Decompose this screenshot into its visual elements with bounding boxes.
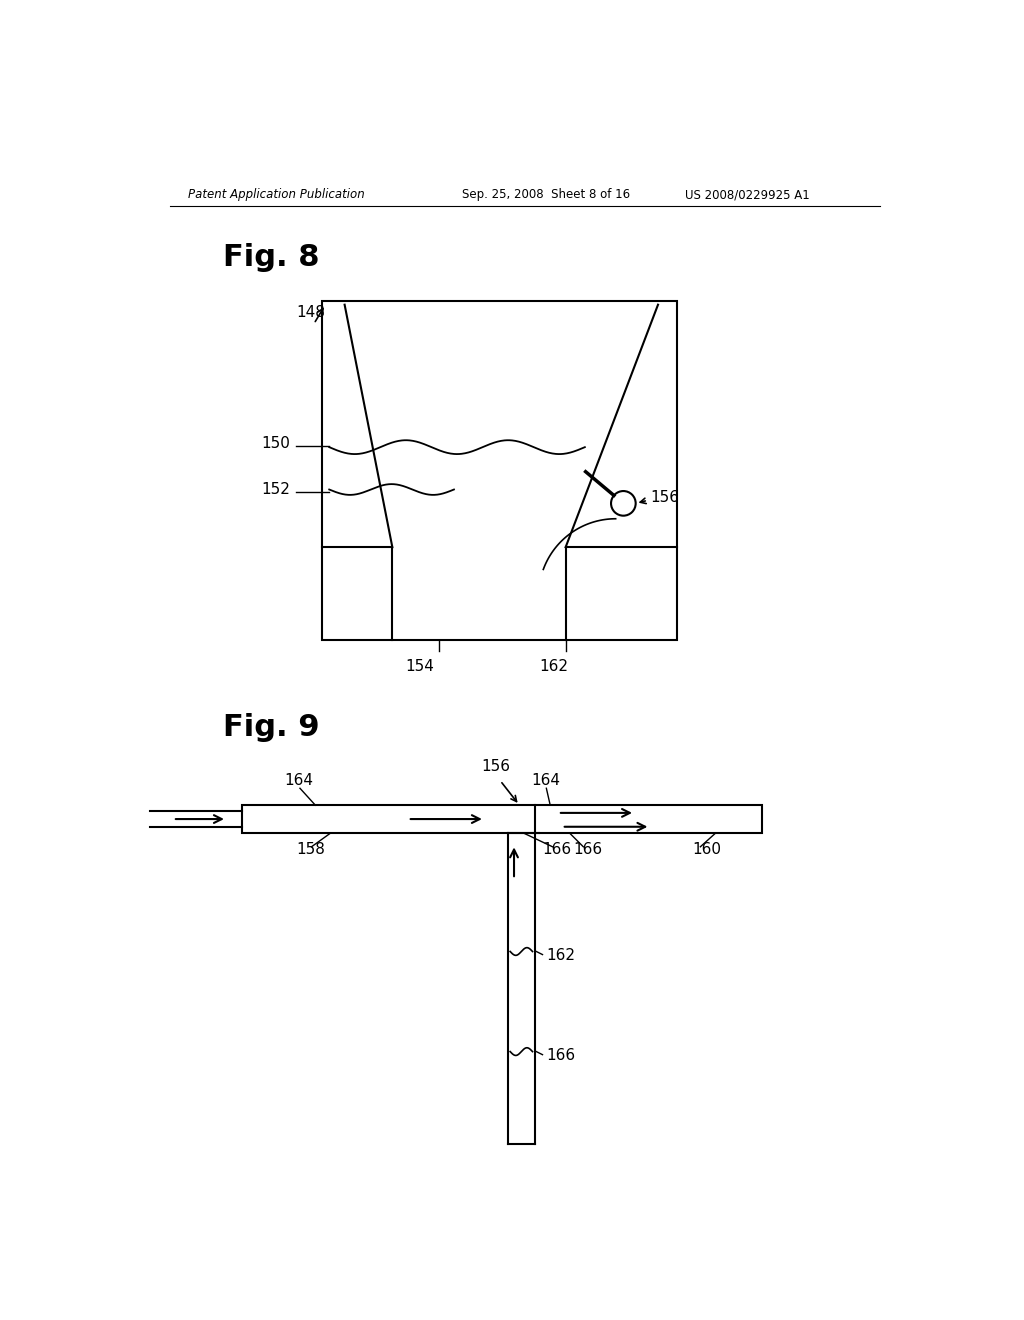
Text: 158: 158 [296, 842, 325, 858]
Text: 150: 150 [261, 436, 291, 451]
Circle shape [611, 491, 636, 516]
Bar [243, 805, 762, 833]
Text: Fig. 9: Fig. 9 [223, 713, 319, 742]
Text: 162: 162 [547, 948, 575, 962]
Text: 162: 162 [540, 659, 568, 675]
Text: 166: 166 [543, 842, 571, 858]
Text: Fig. 8: Fig. 8 [223, 243, 319, 272]
Text: 164: 164 [285, 774, 313, 788]
Text: US 2008/0229925 A1: US 2008/0229925 A1 [685, 187, 810, 201]
Bar [322, 301, 677, 640]
Text: 152: 152 [261, 482, 291, 498]
Text: Sep. 25, 2008  Sheet 8 of 16: Sep. 25, 2008 Sheet 8 of 16 [462, 187, 630, 201]
Text: Patent Application Publication: Patent Application Publication [188, 187, 366, 201]
Text: 166: 166 [547, 1048, 575, 1063]
Text: 166: 166 [573, 842, 602, 858]
Text: 148: 148 [296, 305, 325, 319]
Text: 164: 164 [531, 774, 560, 788]
Text: 160: 160 [692, 842, 722, 858]
Text: 156: 156 [481, 759, 510, 775]
Text: 156: 156 [650, 490, 679, 504]
Text: 154: 154 [404, 659, 434, 675]
